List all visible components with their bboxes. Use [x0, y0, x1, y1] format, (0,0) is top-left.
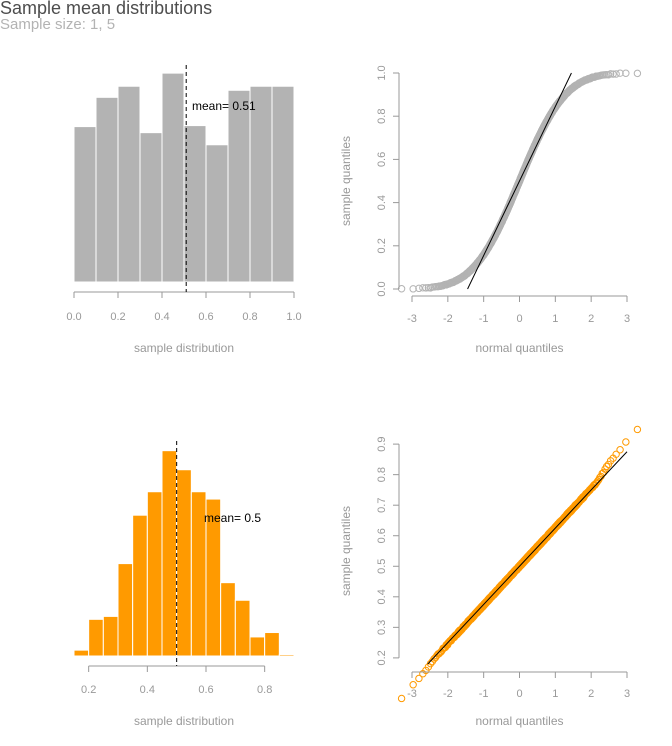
x-tick-label: 0.2 [110, 311, 125, 323]
histogram-bar [139, 132, 163, 283]
qq-point [409, 681, 417, 689]
qq-point [616, 69, 624, 77]
qq-point [415, 284, 423, 293]
x-axis-label: sample distribution [134, 341, 234, 355]
y-tick-label: 0.8 [376, 467, 388, 482]
x-tick-label: -3 [407, 313, 417, 325]
x-tick-label: 0.4 [140, 684, 155, 696]
histogram-bar [249, 85, 273, 283]
histogram-bar [205, 498, 222, 657]
y-tick-label: 1.0 [376, 65, 388, 80]
qq-point [419, 284, 427, 292]
histogram-bar [73, 126, 97, 283]
y-tick-label: 0.2 [376, 238, 388, 253]
y-tick-label: 0.2 [376, 650, 388, 665]
x-tick-label: 1.0 [286, 311, 301, 323]
x-tick-label: -1 [479, 313, 489, 325]
x-axis-label: normal quantiles [475, 341, 563, 355]
x-tick-label: 0.6 [198, 684, 213, 696]
y-tick-label: 0.4 [376, 589, 388, 604]
y-tick-label: 0.0 [376, 281, 388, 296]
x-tick-label: 3 [624, 313, 630, 325]
mean-annotation: mean= 0.51 [192, 99, 256, 113]
histogram-bar [205, 144, 229, 283]
y-axis-label: sample quantiles [339, 136, 353, 226]
qq-point [622, 438, 630, 446]
histogram-bar [95, 96, 119, 283]
histogram-bar [102, 615, 119, 657]
x-axis-label: normal quantiles [475, 714, 563, 728]
y-tick-label: 0.8 [376, 109, 388, 124]
qq-point [606, 70, 615, 78]
histogram-bar [227, 89, 251, 283]
qq-point [633, 69, 642, 78]
histogram-bar [271, 85, 295, 283]
histogram-bar [132, 514, 148, 657]
x-tick-label: 0 [516, 688, 522, 700]
mean-annotation: mean= 0.5 [204, 511, 261, 525]
y-tick-label: 0.5 [376, 559, 388, 574]
qq-point [622, 69, 630, 77]
x-tick-label: 0.6 [198, 311, 213, 323]
x-tick-label: 2 [588, 313, 594, 325]
histogram-bar [278, 654, 295, 657]
histogram-bar [249, 636, 266, 657]
y-tick-label: 0.6 [376, 152, 388, 167]
y-tick-label: 0.6 [376, 528, 388, 543]
qq-point [612, 70, 620, 78]
x-tick-label: 0.4 [154, 311, 169, 323]
y-tick-label: 0.4 [376, 195, 388, 210]
qq-point [612, 450, 620, 459]
x-tick-label: -1 [479, 688, 489, 700]
x-tick-label: 3 [624, 688, 630, 700]
x-tick-label: 0.8 [257, 684, 272, 696]
x-axis-label: sample distribution [134, 714, 234, 728]
qq-point [409, 285, 417, 293]
x-tick-label: -3 [407, 688, 417, 700]
qq-point [415, 674, 423, 683]
histogram-bar [161, 450, 178, 657]
x-tick-label: 0 [516, 313, 522, 325]
x-tick-label: -2 [443, 313, 453, 325]
histogram-bar [176, 469, 192, 657]
reference-line [467, 72, 572, 290]
qq-point [606, 457, 615, 465]
x-tick-label: 1 [552, 313, 558, 325]
y-tick-label: 0.9 [376, 436, 388, 451]
x-tick-label: 2 [588, 688, 594, 700]
x-tick-label: 0.2 [81, 684, 96, 696]
qq-point [633, 425, 642, 434]
histogram-bar [234, 599, 251, 657]
chart-subtitle: Sample size: 1, 5 [0, 16, 116, 33]
histogram-bar [264, 632, 280, 657]
histogram-bar [117, 563, 134, 657]
qq-point [397, 694, 406, 703]
histogram-bar [183, 125, 207, 283]
histogram-bar [220, 582, 236, 657]
x-tick-label: 1 [552, 688, 558, 700]
qq-point [616, 446, 624, 454]
qq-point [599, 468, 608, 477]
qq-point [604, 460, 613, 469]
x-tick-label: 0.8 [242, 311, 257, 323]
x-tick-label: 0.0 [66, 311, 81, 323]
y-tick-label: 0.3 [376, 620, 388, 635]
histogram-bar [73, 649, 90, 657]
x-tick-label: -2 [443, 688, 453, 700]
histogram-bar [161, 72, 185, 283]
chart-title: Sample mean distributions [0, 0, 213, 18]
histogram-bar [88, 618, 104, 657]
histogram-bar [117, 85, 141, 283]
qq-point [609, 70, 617, 78]
histogram-bar [146, 491, 163, 657]
reference-line [427, 451, 628, 665]
y-axis-label: sample quantiles [339, 506, 353, 596]
y-tick-label: 0.7 [376, 498, 388, 513]
qq-point [602, 462, 611, 471]
